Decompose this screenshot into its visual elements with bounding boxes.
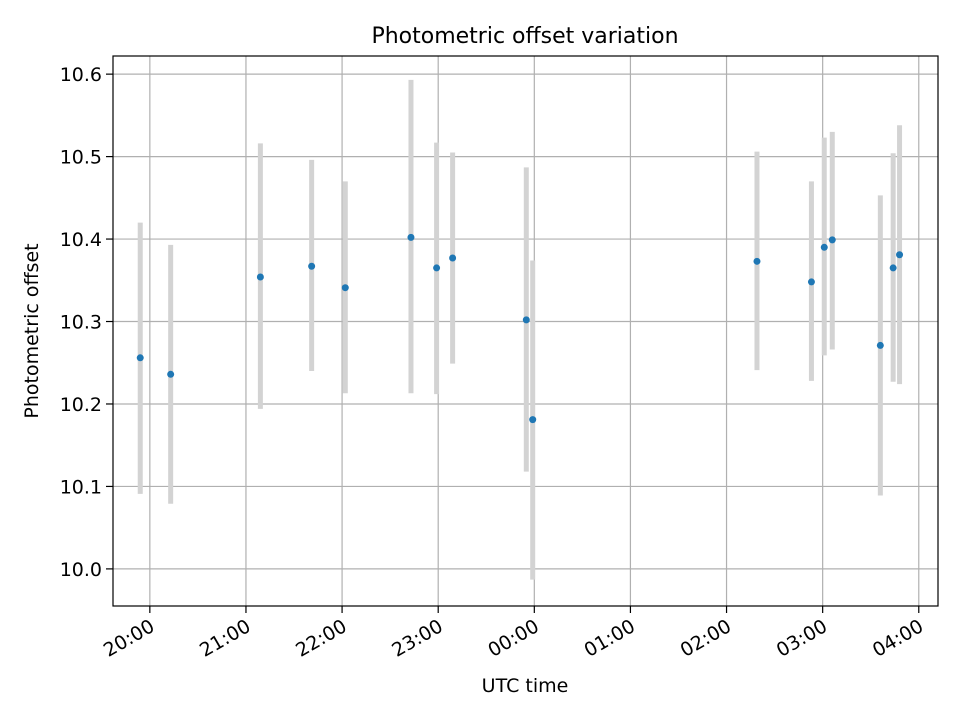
data-point	[753, 257, 761, 265]
y-axis: 10.0 10.1 10.2 10.3 10.4 10.5 10.6	[60, 64, 113, 581]
data-point	[828, 236, 836, 244]
data-point	[136, 354, 144, 362]
data-point	[522, 316, 530, 324]
y-tick-label: 10.1	[60, 476, 102, 498]
data-point	[167, 370, 175, 378]
data-point	[308, 262, 316, 270]
y-tick-label: 10.4	[60, 229, 102, 251]
y-tick-label: 10.3	[60, 312, 102, 334]
data-point	[889, 264, 897, 272]
x-axis-label: UTC time	[482, 675, 569, 697]
data-point	[449, 254, 457, 262]
y-axis-label: Photometric offset	[21, 243, 43, 418]
data-points	[136, 233, 904, 424]
data-point	[407, 233, 415, 241]
y-tick-label: 10.0	[60, 559, 102, 581]
data-point	[820, 243, 828, 251]
y-tick-label: 10.6	[60, 64, 102, 86]
data-point	[807, 278, 815, 286]
data-point	[433, 264, 441, 272]
data-point	[896, 251, 904, 259]
data-point	[529, 416, 537, 424]
data-point	[256, 273, 264, 281]
data-point	[876, 341, 884, 349]
chart-title: Photometric offset variation	[371, 24, 678, 49]
data-point	[341, 284, 349, 292]
y-tick-label: 10.2	[60, 394, 102, 416]
y-tick-label: 10.5	[60, 147, 102, 169]
plot-frame	[112, 55, 939, 607]
